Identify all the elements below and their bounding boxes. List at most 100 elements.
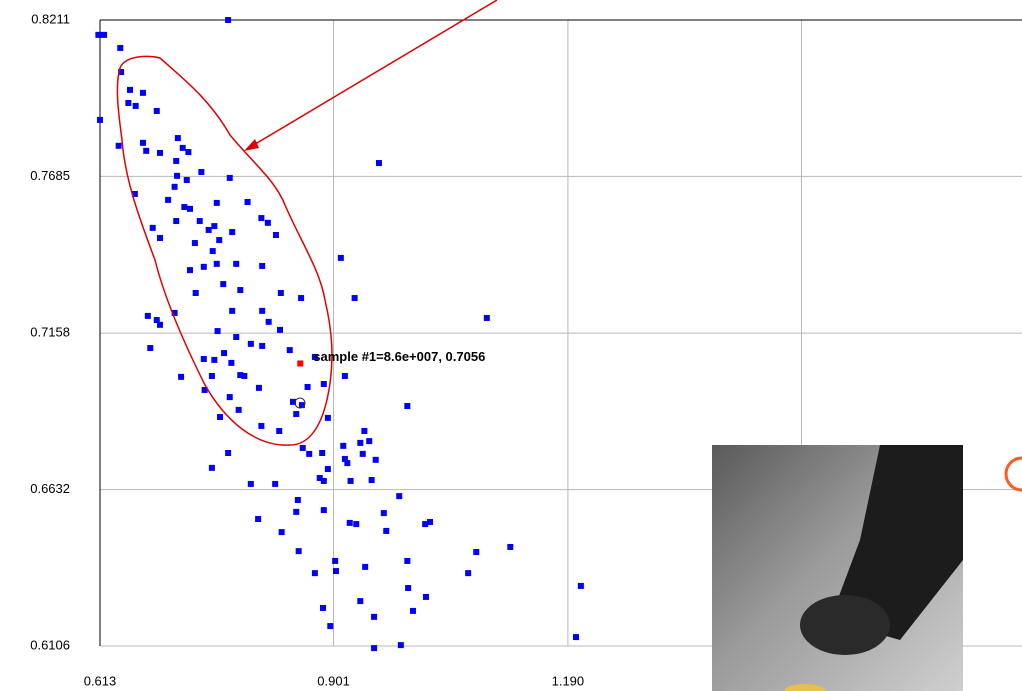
point (473, 549, 480, 556)
point (247, 480, 254, 487)
photo (712, 445, 963, 691)
point (209, 248, 216, 255)
point (324, 414, 331, 421)
point (357, 439, 364, 446)
point (298, 295, 305, 302)
point (200, 356, 207, 363)
point (132, 102, 139, 109)
point (157, 234, 164, 241)
point (298, 402, 305, 409)
point (95, 31, 102, 38)
point (173, 218, 180, 225)
photo-object (785, 684, 825, 691)
y-tick-label: 0.6632 (30, 481, 70, 496)
point (366, 438, 373, 445)
point (357, 598, 364, 605)
point (294, 496, 301, 503)
point (316, 474, 323, 481)
y-tick-label: 0.7158 (30, 325, 70, 340)
x-tick-label: 0.901 (317, 673, 350, 688)
point (201, 386, 208, 393)
point (115, 142, 122, 149)
point (259, 262, 266, 269)
point (306, 450, 313, 457)
point (293, 411, 300, 418)
point (211, 356, 218, 363)
point (332, 568, 339, 575)
point (233, 260, 240, 267)
point (208, 464, 215, 471)
point (276, 427, 283, 434)
point (229, 307, 236, 314)
point (299, 444, 306, 451)
point (139, 89, 146, 96)
point (277, 290, 284, 297)
point (277, 326, 284, 333)
point (144, 312, 151, 319)
point (183, 176, 190, 183)
point-annotation: sample #1=8.6e+007, 0.7056 (313, 349, 485, 364)
point (577, 582, 584, 589)
point (351, 295, 358, 302)
point (320, 477, 327, 484)
point (324, 466, 331, 473)
point (272, 480, 279, 487)
point (372, 456, 379, 463)
point (258, 215, 265, 222)
point (347, 477, 354, 484)
point (192, 290, 199, 297)
point (131, 190, 138, 197)
point (198, 168, 205, 175)
photo-shoe (800, 595, 890, 655)
point (229, 229, 236, 236)
point (289, 398, 296, 405)
point (264, 219, 271, 226)
point (311, 570, 318, 577)
cursor (294, 397, 306, 409)
point (353, 521, 360, 528)
point (185, 149, 192, 156)
point (319, 449, 326, 456)
point (214, 328, 221, 335)
point (173, 157, 180, 164)
point (396, 493, 403, 500)
partial-marker (1004, 456, 1022, 492)
point (286, 347, 293, 354)
point (235, 406, 242, 413)
point (221, 350, 228, 357)
point (211, 223, 218, 230)
point (191, 240, 198, 247)
point (404, 403, 411, 410)
point (397, 642, 404, 649)
point (320, 381, 327, 388)
point (200, 263, 207, 270)
photo-figure (830, 445, 963, 640)
point (196, 218, 203, 225)
point (244, 199, 251, 206)
point (293, 508, 300, 515)
point (341, 455, 348, 462)
point (340, 442, 347, 449)
y-tick-label: 0.7685 (30, 168, 70, 183)
point (217, 414, 224, 421)
point (205, 226, 212, 233)
point (311, 353, 318, 360)
point (259, 342, 266, 349)
point (375, 160, 382, 167)
point (225, 17, 232, 23)
point (427, 518, 434, 525)
point (178, 373, 185, 380)
point (97, 116, 103, 123)
point (147, 345, 154, 352)
y-tick-label: 0.8211 (31, 11, 70, 26)
point (247, 340, 254, 347)
point (259, 307, 266, 314)
point (258, 422, 265, 429)
point (368, 477, 375, 484)
point (332, 557, 339, 564)
point (237, 287, 244, 294)
point (174, 172, 181, 179)
point (165, 196, 172, 203)
point (371, 645, 378, 652)
